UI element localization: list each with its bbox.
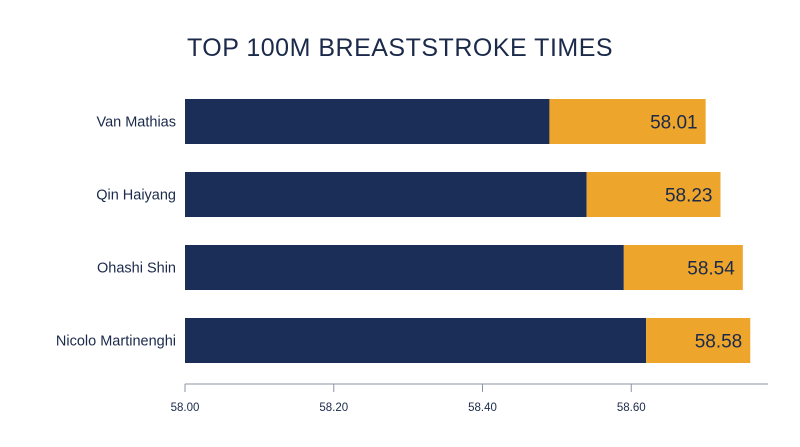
category-label: Ohashi Shin bbox=[97, 261, 176, 277]
bar-segment-accent bbox=[646, 318, 751, 363]
x-tick-label: 58.60 bbox=[617, 402, 646, 414]
bar-segment-accent bbox=[549, 99, 706, 144]
bar-segment-accent bbox=[586, 172, 721, 217]
bar-segment-primary bbox=[185, 245, 624, 290]
category-label: Qin Haiyang bbox=[96, 188, 176, 204]
value-label: 58.58 bbox=[695, 332, 743, 353]
bar-segment-primary bbox=[185, 318, 647, 363]
x-tick-label: 58.20 bbox=[319, 402, 348, 414]
x-tick-label: 58.00 bbox=[171, 402, 200, 414]
category-label: Van Mathias bbox=[96, 115, 176, 131]
value-label: 58.54 bbox=[687, 259, 735, 280]
category-label: Nicolo Martinenghi bbox=[56, 334, 176, 350]
chart-title: TOP 100M BREASTSTROKE TIMES bbox=[186, 34, 614, 62]
value-label: 58.01 bbox=[650, 113, 698, 134]
bar-segment-primary bbox=[185, 172, 587, 217]
x-tick-label: 58.40 bbox=[468, 402, 497, 414]
bar-segment-accent bbox=[623, 245, 743, 290]
value-label: 58.23 bbox=[665, 186, 713, 207]
bar-segment-primary bbox=[185, 99, 550, 144]
